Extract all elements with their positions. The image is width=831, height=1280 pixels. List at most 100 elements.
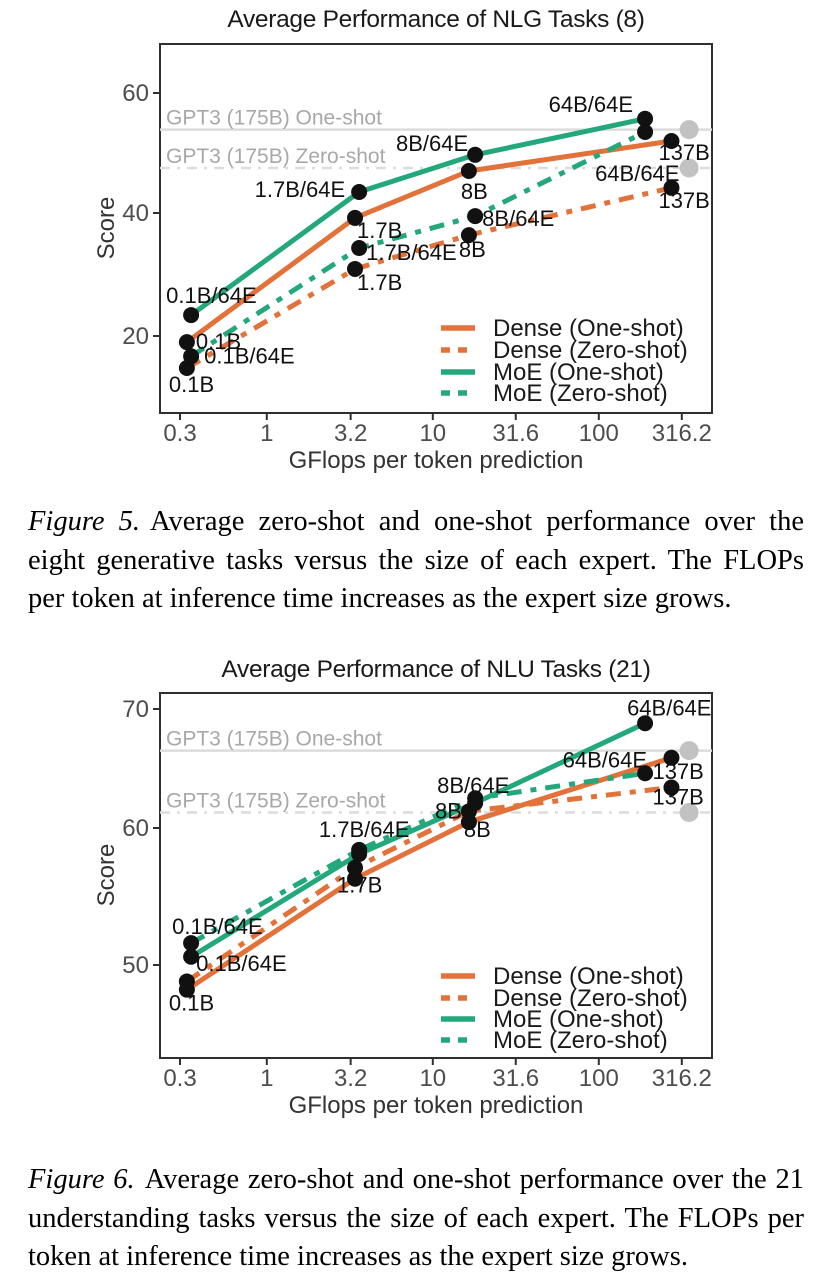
figure6-caption: Figure 6. Average zero-shot and one-shot …: [28, 1161, 804, 1277]
data-point: [351, 841, 368, 858]
x-tick-label: 3.2: [334, 420, 367, 447]
figure5-caption: Figure 5. Average zero-shot and one-shot …: [28, 503, 804, 619]
gpt3-dot: [679, 158, 699, 178]
nlu-panel-border: [159, 692, 713, 1059]
x-tick-label: 0.3: [163, 420, 196, 447]
point-label: 1.7B/64E: [366, 240, 457, 265]
point-label: 0.1B: [169, 991, 214, 1016]
x-tick-label: 316.2: [652, 1065, 712, 1092]
x-tick-label: 100: [579, 1065, 619, 1092]
point-label: 137B: [658, 188, 709, 213]
nlu-chart: GPT3 (175B) One-shot GPT3 (175B) Zero-sho…: [93, 656, 713, 1119]
point-label: 0.1B/64E: [172, 914, 263, 939]
y-tick-label: 20: [122, 323, 149, 350]
x-tick-label: 3.2: [334, 1065, 367, 1092]
x-tick-label: 100: [579, 420, 619, 447]
gpt3-reference-label: GPT3 (175B) Zero-shot: [166, 145, 386, 168]
legend-label: Dense (One-shot): [493, 315, 684, 342]
x-tick-label: 10: [419, 1065, 446, 1092]
series-line: [185, 185, 673, 371]
data-point: [351, 184, 368, 200]
point-label: 137B: [652, 785, 703, 810]
series-line: [189, 129, 647, 359]
data-point: [663, 779, 680, 796]
gpt3-dot: [679, 803, 699, 823]
data-point: [637, 765, 654, 782]
gpt3-reference-label: GPT3 (175B) Zero-shot: [166, 790, 386, 813]
chart-title: Average Performance of NLU Tasks (21): [221, 656, 650, 683]
gpt3-dot: [679, 741, 699, 761]
data-point: [183, 307, 200, 324]
point-label: 64B/64E: [627, 695, 711, 720]
data-point: [178, 334, 195, 351]
x-tick-label: 1: [260, 420, 273, 447]
point-label: 1.7B: [357, 218, 402, 243]
data-point: [347, 260, 364, 277]
data-point: [663, 179, 680, 196]
data-point: [347, 859, 364, 876]
point-label: 0.1B: [196, 329, 241, 354]
figure6-text: Average zero-shot and one-shot performan…: [28, 1164, 804, 1272]
data-point: [460, 163, 477, 179]
y-axis-label: Score: [93, 197, 120, 260]
x-tick-label: 31.6: [492, 1065, 539, 1092]
point-label: 1.7B/64E: [319, 817, 410, 842]
point-label: 64B/64E: [563, 747, 647, 772]
data-point: [183, 948, 200, 965]
point-label: 8B/64E: [396, 131, 468, 156]
point-label: 1.7B: [337, 873, 382, 898]
data-point: [183, 348, 200, 365]
data-point: [178, 973, 195, 990]
data-point: [460, 227, 477, 244]
figure5-text: Average zero-shot and one-shot performan…: [28, 506, 804, 614]
point-label: 64B/64E: [549, 92, 633, 117]
legend-label: MoE (One-shot): [493, 359, 664, 386]
series-line: [185, 755, 673, 992]
point-label: 8B/64E: [482, 206, 554, 231]
point-label: 8B: [461, 179, 488, 204]
point-label: 8B: [464, 817, 491, 842]
nlg-chart: GPT3 (175B) One-shot GPT3 (175B) Zero-sho…: [93, 6, 713, 474]
data-point: [467, 208, 484, 225]
point-label: 137B: [652, 759, 703, 784]
point-label: 8B/64E: [437, 773, 509, 798]
data-point: [663, 133, 680, 149]
point-label: 8B: [435, 798, 462, 823]
point-label: 0.1B/64E: [196, 951, 287, 976]
legend-label: MoE (Zero-shot): [493, 1027, 668, 1054]
y-tick-label: 70: [122, 696, 149, 723]
point-label: 0.1B/64E: [166, 283, 257, 308]
gpt3-dot: [679, 120, 699, 140]
data-point: [347, 870, 364, 887]
x-axis-label: GFlops per token prediction: [289, 447, 584, 474]
x-tick-label: 0.3: [163, 1065, 196, 1092]
series-line: [185, 785, 672, 984]
x-axis-label: GFlops per token prediction: [289, 1092, 584, 1119]
legend-label: Dense (Zero-shot): [493, 985, 688, 1012]
figure6-label: Figure 6.: [28, 1164, 135, 1195]
point-label: 1.7B: [357, 270, 402, 295]
y-tick-label: 50: [122, 952, 149, 979]
point-label: 1.7B/64E: [255, 177, 346, 202]
legend-label: MoE (One-shot): [493, 1006, 664, 1033]
data-point: [351, 240, 368, 257]
data-point: [467, 790, 484, 807]
chart-title: Average Performance of NLG Tasks (8): [227, 6, 644, 33]
data-point: [183, 935, 200, 952]
series-line: [185, 138, 672, 345]
point-label: 0.1B/64E: [204, 343, 295, 368]
y-tick-label: 60: [122, 815, 149, 842]
y-tick-label: 40: [122, 200, 149, 227]
legend-label: MoE (Zero-shot): [493, 380, 668, 407]
data-point: [663, 749, 680, 766]
x-tick-label: 31.6: [492, 420, 539, 447]
data-point: [347, 209, 364, 226]
legend-label: Dense (One-shot): [493, 963, 684, 990]
point-label: 137B: [658, 140, 709, 165]
data-point: [467, 146, 484, 163]
figure5-label: Figure 5.: [28, 506, 141, 537]
data-point: [637, 715, 654, 732]
x-tick-label: 1: [260, 1065, 273, 1092]
gpt3-reference-label: GPT3 (175B) One-shot: [166, 107, 382, 130]
